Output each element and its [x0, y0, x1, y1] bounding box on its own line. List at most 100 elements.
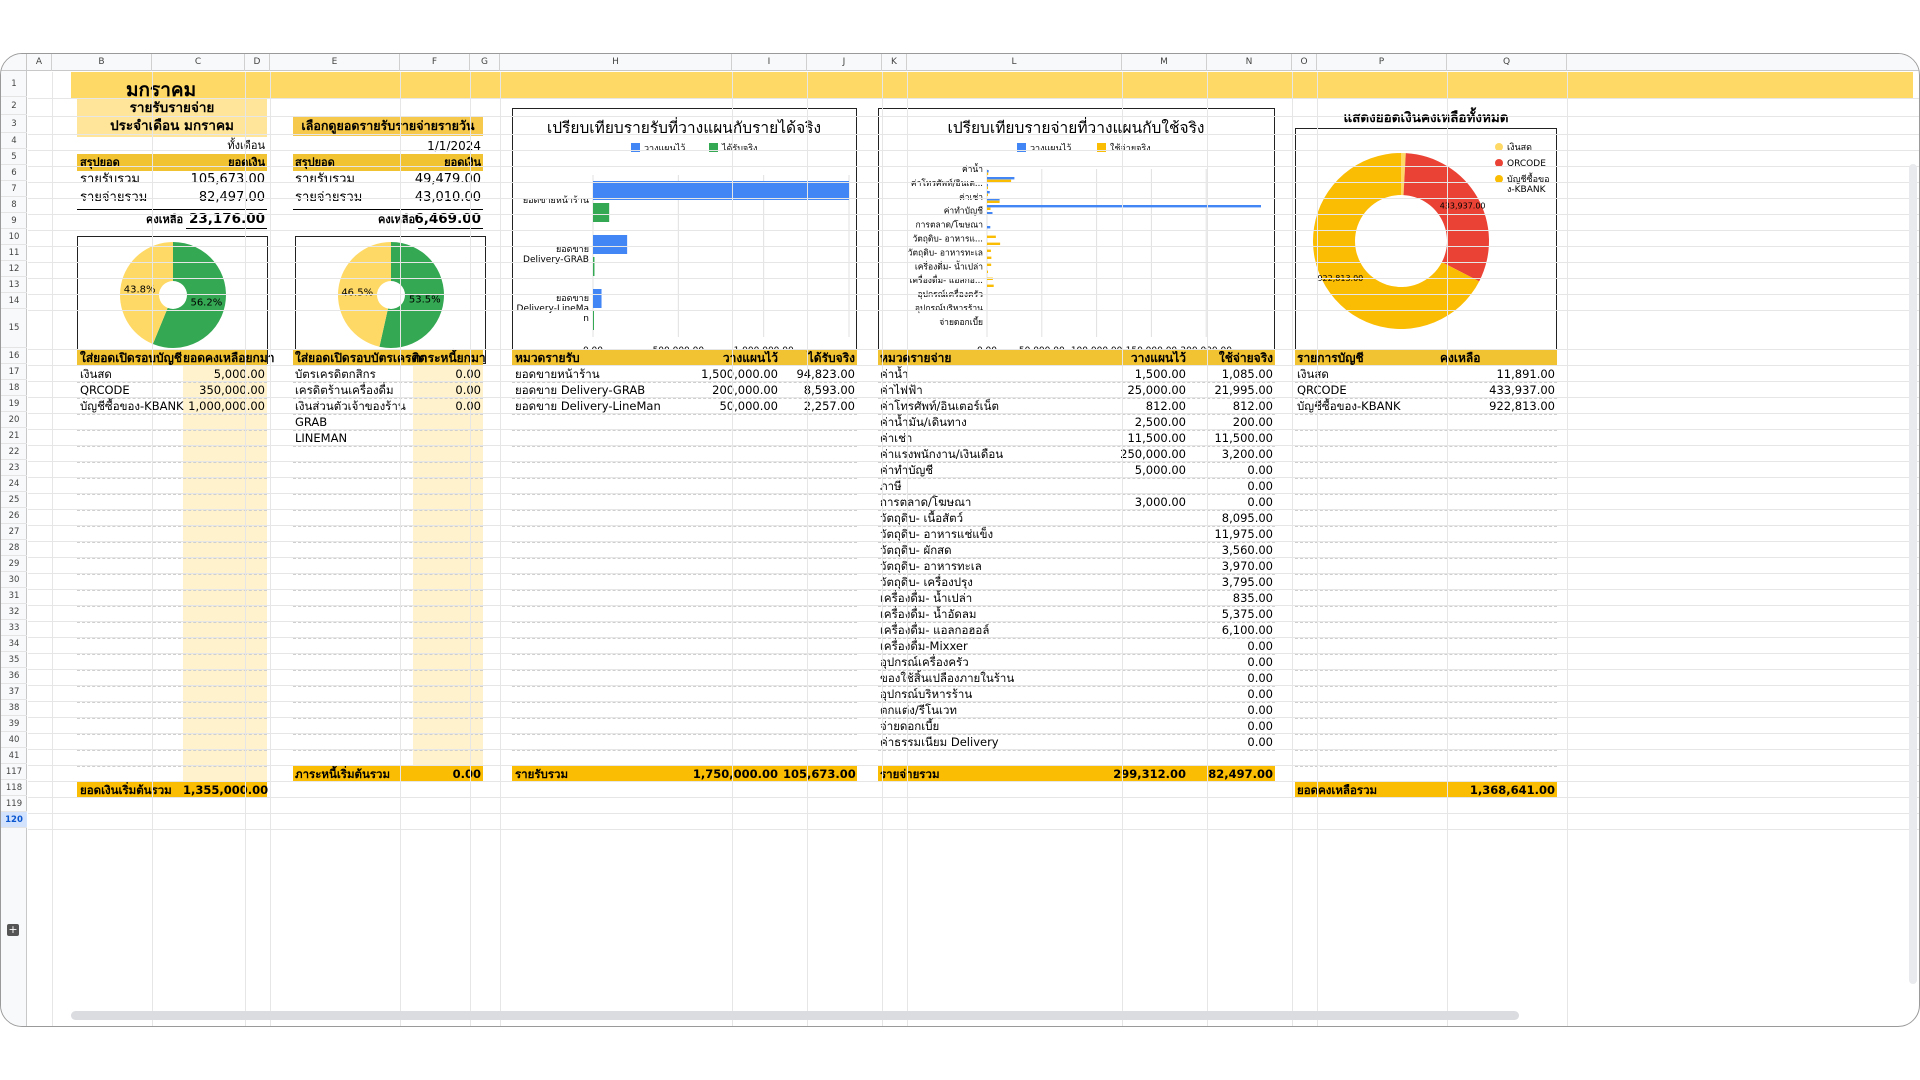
expense-category[interactable]: วัตถุดิบ- เครื่องปรุง	[880, 575, 973, 589]
row-header-12[interactable]: 12	[1, 261, 27, 277]
day-date-input[interactable]: 1/1/2024	[427, 139, 481, 153]
expense-actual[interactable]: 3,200.00	[1221, 447, 1273, 461]
expense-category[interactable]: วัตถุดิบ- ผักสด	[880, 543, 952, 557]
income-plan[interactable]: 50,000.00	[719, 399, 778, 413]
credit-name[interactable]: LINEMAN	[295, 431, 348, 445]
column-header-Q[interactable]: Q	[1447, 54, 1567, 71]
column-header-H[interactable]: H	[500, 54, 732, 71]
income-bar-chart[interactable]: เปรียบเทียบรายรับที่วางแผนกับรายได้จริงว…	[512, 108, 857, 366]
expense-actual[interactable]: 3,970.00	[1221, 559, 1273, 573]
column-header-L[interactable]: L	[907, 54, 1122, 71]
expense-category[interactable]: อุปกรณ์บริหารร้าน	[880, 687, 973, 701]
expense-actual[interactable]: 0.00	[1247, 655, 1273, 669]
row-header-25[interactable]: 25	[1, 492, 27, 508]
credit-name[interactable]: เงินส่วนตัวเจ้าของร้าน	[295, 399, 406, 413]
column-header-B[interactable]: B	[52, 54, 152, 71]
expense-category[interactable]: ภาษี	[880, 479, 902, 493]
row-header-18[interactable]: 18	[1, 380, 27, 396]
expense-actual[interactable]: 0.00	[1247, 703, 1273, 717]
income-actual[interactable]: 94,823.00	[796, 367, 855, 381]
balance-value[interactable]: 433,937.00	[1489, 383, 1555, 397]
row-header-41[interactable]: 41	[1, 748, 27, 764]
row-header-17[interactable]: 17	[1, 364, 27, 380]
row-header-37[interactable]: 37	[1, 684, 27, 700]
row-header-1[interactable]: 1	[1, 71, 27, 97]
credit-name[interactable]: GRAB	[295, 415, 328, 429]
balance-value[interactable]: 922,813.00	[1489, 399, 1555, 413]
expense-plan[interactable]	[1098, 654, 1186, 670]
expense-category[interactable]: ค่าโทรศัพท์/อินเตอร์เน็ต	[880, 399, 999, 413]
expense-actual[interactable]: 0.00	[1247, 463, 1273, 477]
row-header-22[interactable]: 22	[1, 444, 27, 460]
expense-bar-chart[interactable]: เปรียบเทียบรายจ่ายที่วางแผนกับใช้จริง วาง…	[878, 108, 1275, 366]
expense-actual[interactable]: 8,095.00	[1221, 511, 1273, 525]
expense-actual[interactable]: 11,975.00	[1214, 527, 1273, 541]
row-header-16[interactable]: 16	[1, 348, 27, 364]
row-header-34[interactable]: 34	[1, 636, 27, 652]
expense-plan[interactable]	[1098, 702, 1186, 718]
expense-plan[interactable]	[1098, 478, 1186, 494]
expense-category[interactable]: เครื่องดื่ม- น้ำอัดลม	[880, 607, 977, 621]
expense-actual[interactable]: 6,100.00	[1221, 623, 1273, 637]
row-header-117[interactable]: 117	[1, 764, 27, 780]
row-header-15[interactable]: 15	[1, 309, 27, 348]
expense-plan[interactable]	[1098, 590, 1186, 606]
month-pie-chart[interactable]: 56.2%43.8%รายรับรวมรายจ่ายรวม	[77, 236, 268, 364]
expense-category[interactable]: ค่าธรรมเนียม Delivery	[880, 735, 999, 749]
expense-plan[interactable]: 250,000.00	[1120, 447, 1186, 461]
expense-category[interactable]: จ่ายดอกเบี้ย	[880, 719, 940, 733]
income-category[interactable]: ยอดขาย Delivery-LineMan	[515, 399, 661, 413]
expense-actual[interactable]: 5,375.00	[1221, 607, 1273, 621]
expense-category[interactable]: เครื่องดื่ม- แอลกอฮอล์	[880, 623, 990, 637]
credit-name[interactable]: บัตรเครดิตกสิกร	[295, 367, 376, 381]
expense-category[interactable]: วัตถุดิบ- อาหารทะเล	[880, 559, 982, 573]
row-header-30[interactable]: 30	[1, 572, 27, 588]
balance-account[interactable]: บัญชีซื้อของ-KBANK	[1297, 399, 1401, 413]
credit-opening-input[interactable]: 0.00	[455, 383, 481, 397]
row-header-119[interactable]: 119	[1, 796, 27, 812]
expense-category[interactable]: เครื่องดื่ม- น้ำเปล่า	[880, 591, 973, 605]
expense-actual[interactable]: 3,795.00	[1221, 575, 1273, 589]
expense-category[interactable]: ตกแต่ง/รีโนเวท	[880, 703, 957, 717]
expense-plan[interactable]	[1098, 542, 1186, 558]
row-header-36[interactable]: 36	[1, 668, 27, 684]
day-pie-chart[interactable]: 53.5%46.5%รายรับรวมรายจ่ายรวม	[295, 236, 486, 364]
expense-plan[interactable]: 1,500.00	[1134, 367, 1186, 381]
expense-plan[interactable]: 5,000.00	[1134, 463, 1186, 477]
income-actual[interactable]: 8,593.00	[803, 383, 855, 397]
select-all-corner[interactable]	[1, 54, 27, 71]
column-header-G[interactable]: G	[470, 54, 500, 71]
row-header-39[interactable]: 39	[1, 716, 27, 732]
expense-plan[interactable]	[1098, 574, 1186, 590]
horizontal-scrollbar[interactable]	[71, 1011, 1519, 1020]
column-header-C[interactable]: C	[152, 54, 245, 71]
expense-category[interactable]: การตลาด/โฆษณา	[880, 495, 972, 509]
expense-plan[interactable]	[1098, 622, 1186, 638]
row-header-21[interactable]: 21	[1, 428, 27, 444]
row-header-24[interactable]: 24	[1, 476, 27, 492]
sheet-grid[interactable]: มกราคม รายรับรายจ่าย ประจำเดือน มกราคม ท…	[28, 72, 1919, 1026]
row-header-32[interactable]: 32	[1, 604, 27, 620]
column-header-I[interactable]: I	[732, 54, 807, 71]
expense-actual[interactable]: 0.00	[1247, 495, 1273, 509]
expense-actual[interactable]: 0.00	[1247, 671, 1273, 685]
column-header-O[interactable]: O	[1292, 54, 1317, 71]
income-plan[interactable]: 200,000.00	[712, 383, 778, 397]
column-header-N[interactable]: N	[1207, 54, 1292, 71]
expense-actual[interactable]: 835.00	[1232, 591, 1273, 605]
expense-category[interactable]: ค่าทำบัญชี	[880, 463, 934, 477]
row-header-11[interactable]: 11	[1, 245, 27, 261]
row-header-118[interactable]: 118	[1, 780, 27, 796]
row-header-31[interactable]: 31	[1, 588, 27, 604]
expense-category[interactable]: วัตถุดิบ- เนื้อสัตว์	[880, 511, 964, 525]
expense-category[interactable]: ค่าแรงพนักงาน/เงินเดือน	[880, 447, 1004, 461]
expense-category[interactable]: ค่าเช่า	[880, 431, 913, 445]
expense-actual[interactable]: 200.00	[1232, 415, 1273, 429]
row-header-27[interactable]: 27	[1, 524, 27, 540]
expense-plan[interactable]	[1098, 558, 1186, 574]
account-opening-input[interactable]: 5,000.00	[213, 367, 265, 381]
column-header-J[interactable]: J	[807, 54, 882, 71]
account-name[interactable]: เงินสด	[80, 367, 112, 381]
row-header-29[interactable]: 29	[1, 556, 27, 572]
row-header-8[interactable]: 8	[1, 197, 27, 213]
